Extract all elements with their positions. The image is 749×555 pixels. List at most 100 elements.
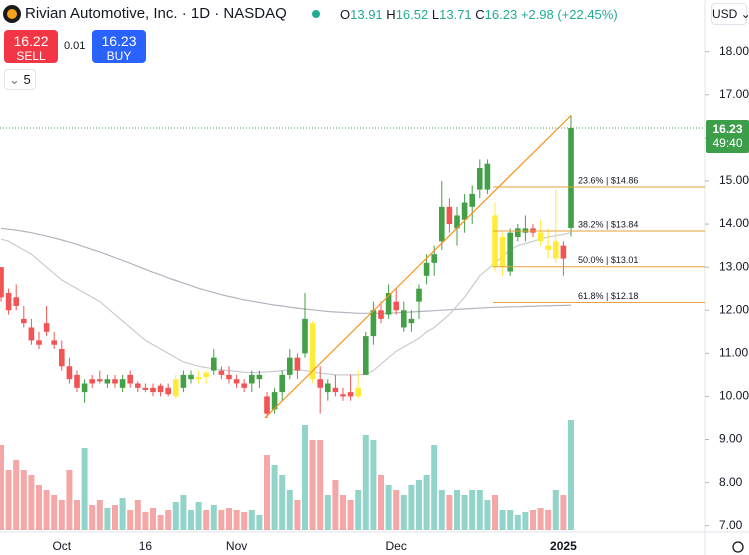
volume-bar xyxy=(332,480,339,530)
interval-select[interactable]: ⌄ 5 xyxy=(4,69,36,90)
candle-body xyxy=(21,318,27,324)
candle-body xyxy=(355,387,361,397)
sell-button[interactable]: 16.22 SELL xyxy=(4,30,58,63)
volume-bar xyxy=(309,440,316,530)
ma-fast xyxy=(0,232,572,376)
candle-body xyxy=(135,383,141,388)
settings-icon[interactable] xyxy=(732,541,744,553)
volume-bar xyxy=(226,508,232,530)
candle-body xyxy=(461,202,468,220)
buy-button[interactable]: 16.23 BUY xyxy=(92,30,146,63)
volume-bar xyxy=(362,435,369,530)
buy-label: BUY xyxy=(106,49,132,63)
candle-body xyxy=(13,297,19,306)
candle-body xyxy=(537,232,544,242)
volume-bar xyxy=(195,502,202,530)
volume-bar xyxy=(203,510,210,530)
ma-layer xyxy=(0,227,572,376)
candle-body xyxy=(492,215,498,268)
volume-bar xyxy=(499,510,506,530)
volume-bar xyxy=(210,505,217,530)
trend-line xyxy=(264,115,572,419)
candle-body xyxy=(279,374,285,393)
candle-body xyxy=(66,366,73,380)
y-tick-label: 15.00 xyxy=(719,173,749,187)
volume-bar xyxy=(172,502,179,530)
volume-bar xyxy=(13,460,20,530)
market-status xyxy=(312,10,320,18)
change: +2.98 (+22.45%) xyxy=(520,7,618,22)
candle-body xyxy=(454,215,460,229)
volume-bar xyxy=(89,505,96,530)
c-label: C xyxy=(475,7,485,22)
volume-bar xyxy=(522,512,529,530)
candle-body xyxy=(309,323,316,380)
candle-body xyxy=(568,127,574,228)
volume-bar xyxy=(66,470,73,530)
candle-body xyxy=(515,228,521,237)
candle-body xyxy=(112,379,118,384)
volume-bar xyxy=(58,500,65,530)
x-tick-label: Dec xyxy=(386,539,407,553)
y-tick-label: 7.00 xyxy=(719,518,743,532)
currency-select[interactable]: USD ⌄ xyxy=(711,3,749,25)
volume-bar xyxy=(438,490,445,530)
candle-body xyxy=(150,387,156,393)
y-tick-label: 10.00 xyxy=(719,389,749,403)
y-tick-label: 11.00 xyxy=(719,346,748,360)
o-value: 13.91 xyxy=(350,7,383,22)
x-tick-label: 16 xyxy=(139,539,153,553)
candle-body xyxy=(423,262,430,276)
fib-label: 38.2% | $13.84 xyxy=(578,219,638,229)
candle-body xyxy=(545,245,551,250)
fib-label: 61.8% | $12.18 xyxy=(578,291,638,301)
volume-bar xyxy=(552,490,559,530)
volume-bar xyxy=(233,510,240,530)
volume-bar xyxy=(514,515,521,530)
countdown: 49:40 xyxy=(712,136,743,150)
volume-bar xyxy=(36,485,42,530)
volume-bar xyxy=(476,490,483,530)
volume-bar xyxy=(150,508,156,530)
volume-bar xyxy=(507,510,514,530)
volume-bar xyxy=(545,510,552,530)
y-tick-label: 14.00 xyxy=(719,216,749,230)
volume-bar xyxy=(286,490,293,530)
symbol-title[interactable]: Rivian Automotive, Inc. · 1D · NASDAQ xyxy=(25,5,287,22)
volume-bar xyxy=(416,480,422,530)
candle-body xyxy=(74,374,80,388)
volume-bar xyxy=(180,495,187,530)
volume-bar xyxy=(530,510,536,530)
volume-bar xyxy=(324,495,331,530)
candle-body xyxy=(5,293,12,311)
candle-body xyxy=(241,383,247,388)
overlay-layer: 23.6% | $14.86 38.2% | $13.84 50.0% | $13.… xyxy=(0,115,705,419)
candle-body xyxy=(477,168,483,190)
volume-bar xyxy=(355,490,362,530)
interval: 5 xyxy=(23,72,31,87)
ohlc: O13.91 H16.52 L13.71 C16.23 +2.98 (+22.4… xyxy=(340,7,618,22)
y-tick-label: 18.00 xyxy=(719,44,749,58)
volume-bar xyxy=(385,485,392,530)
candle-body xyxy=(332,387,339,393)
volume-bar xyxy=(408,485,415,530)
candle-body xyxy=(408,318,415,324)
candle-body xyxy=(188,374,194,380)
volume-bar xyxy=(492,495,498,530)
candle-body xyxy=(211,357,217,371)
volume-bar xyxy=(302,425,308,530)
sell-price: 16.22 xyxy=(13,33,49,49)
candle-body xyxy=(119,379,126,388)
candle-body xyxy=(157,385,164,393)
volume-bar xyxy=(0,445,4,530)
volume-bar xyxy=(347,500,354,530)
o-label: O xyxy=(340,7,351,22)
buy-price: 16.23 xyxy=(101,33,137,49)
volume-bar xyxy=(51,495,58,530)
last-price: 16.23 xyxy=(712,122,743,136)
volume-bar xyxy=(5,470,12,530)
candle-body xyxy=(165,387,171,395)
volume-bar xyxy=(294,500,301,530)
